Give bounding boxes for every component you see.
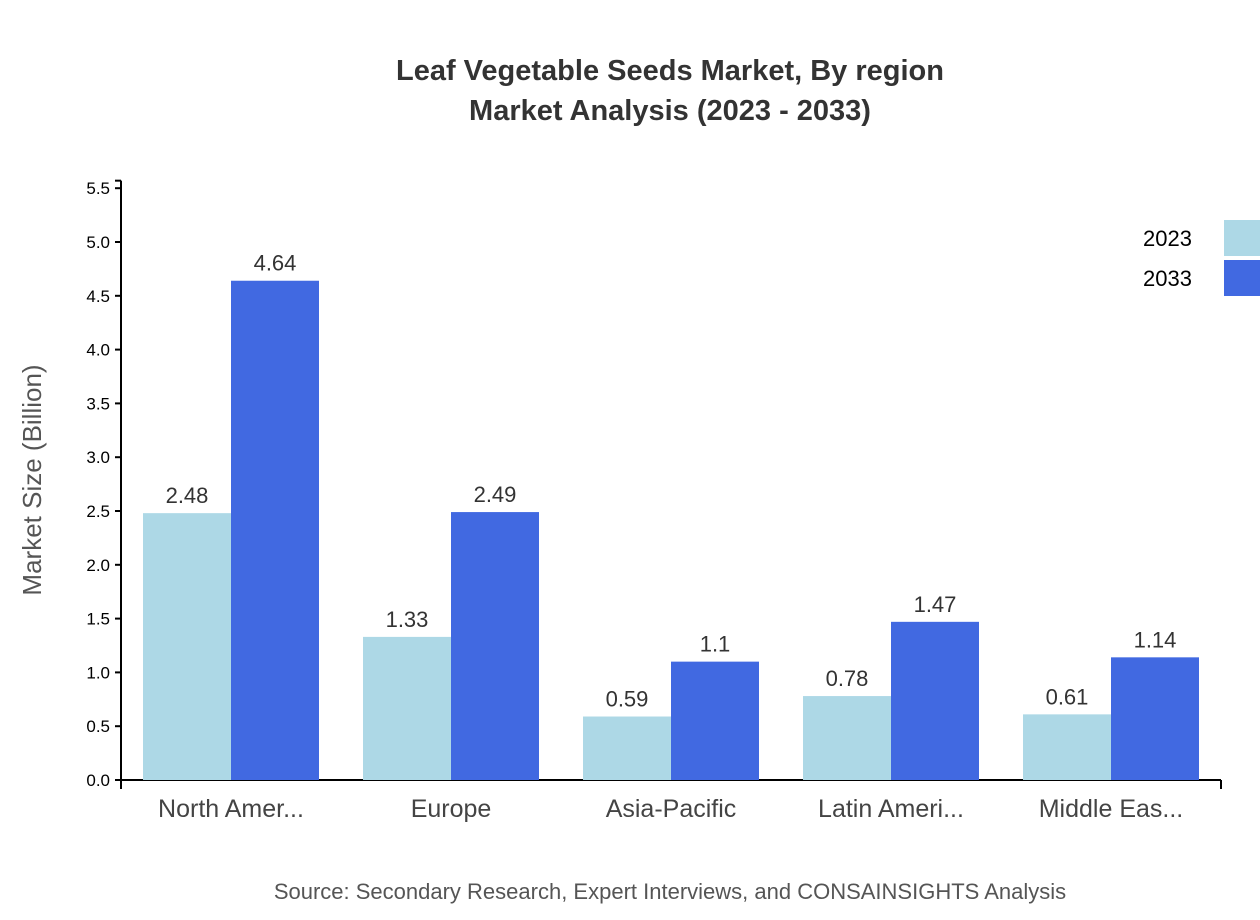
- y-tick-label: 1.5: [86, 610, 110, 629]
- y-tick-label: 3.0: [86, 448, 110, 467]
- data-label: 2.49: [474, 482, 517, 507]
- legend-label: 2023: [1143, 226, 1192, 251]
- data-label: 1.33: [386, 607, 429, 632]
- y-tick-label: 4.5: [86, 287, 110, 306]
- legend: 2023 2033: [1143, 220, 1260, 296]
- bar-2033: [1111, 657, 1199, 780]
- y-tick-label: 5.0: [86, 233, 110, 252]
- y-tick-label: 2.0: [86, 556, 110, 575]
- bar-2023: [143, 513, 231, 780]
- data-label: 2.48: [166, 483, 209, 508]
- y-tick-label: 1.0: [86, 663, 110, 682]
- bars: 2.48 4.64 1.33 2.49 0.59 1.1 0.78 1.47 0.61 1.14: [143, 251, 1199, 780]
- y-axis: 0.0 0.5 1.0 1.5 2.0 2.5 3.0 3.5 4.0 4.5 5.0 5.5: [86, 179, 122, 790]
- y-tick-label: 3.5: [86, 394, 110, 413]
- bar-2023: [803, 696, 891, 780]
- data-label: 0.78: [826, 666, 869, 691]
- bar-2033: [891, 621, 979, 780]
- data-label: 0.59: [606, 687, 649, 712]
- x-tick-label: Latin Ameri...: [818, 795, 964, 823]
- bar-2023: [1023, 714, 1111, 780]
- bar-2023: [583, 716, 671, 780]
- y-tick-label: 5.5: [86, 179, 110, 198]
- x-tick-label: Asia-Pacific: [606, 795, 737, 823]
- chart-title-line1: Leaf Vegetable Seeds Market, By region: [396, 55, 944, 87]
- x-tick-label: North Amer...: [158, 795, 304, 823]
- y-tick-label: 2.5: [86, 502, 110, 521]
- x-axis: North Amer... Europe Asia-Pacific Latin Ame…: [120, 779, 1222, 823]
- x-tick-label: Middle Eas...: [1039, 795, 1184, 823]
- bar-2023: [363, 636, 451, 780]
- data-label: 1.1: [700, 632, 731, 657]
- data-label: 0.61: [1046, 684, 1089, 709]
- legend-swatch: [1224, 220, 1260, 256]
- data-label: 4.64: [254, 251, 297, 276]
- chart-title-line2: Market Analysis (2023 - 2033): [469, 95, 871, 127]
- x-tick-label: Europe: [411, 795, 492, 823]
- source-note: Source: Secondary Research, Expert Inter…: [274, 879, 1066, 904]
- y-axis-label: Market Size (Billion): [17, 364, 47, 595]
- data-label: 1.14: [1134, 627, 1177, 652]
- bar-2033: [231, 280, 319, 780]
- y-tick-label: 0.0: [86, 771, 110, 790]
- legend-label: 2033: [1143, 266, 1192, 291]
- data-label: 1.47: [914, 592, 957, 617]
- y-tick-label: 4.0: [86, 341, 110, 360]
- legend-swatch: [1224, 260, 1260, 296]
- y-tick-label: 0.5: [86, 717, 110, 736]
- bar-2033: [451, 512, 539, 780]
- bar-2033: [671, 661, 759, 780]
